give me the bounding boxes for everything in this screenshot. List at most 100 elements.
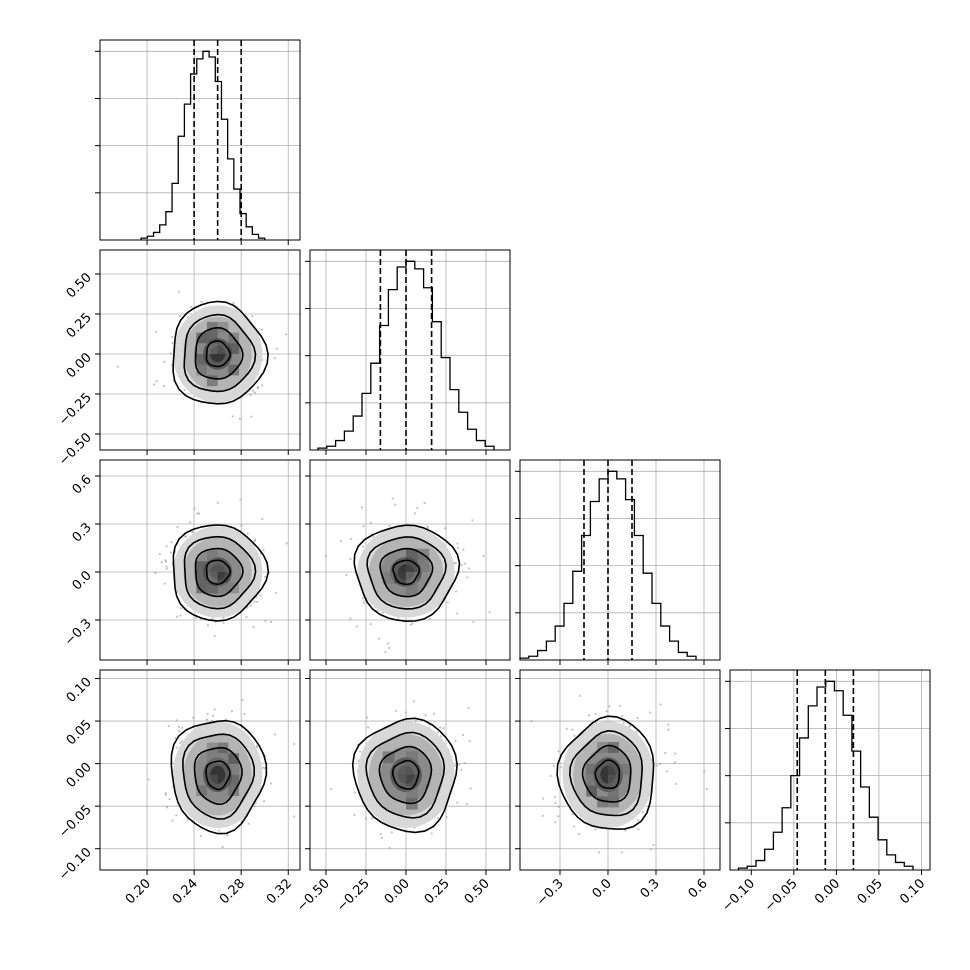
density-cell [228, 774, 240, 786]
scatter-point [168, 798, 171, 801]
scatter-point [703, 770, 706, 773]
y-tick-label-p4: 0.05 [64, 717, 95, 748]
x-tick-label-p2: 0.50 [462, 876, 493, 907]
scatter-point [192, 716, 195, 719]
scatter-point [116, 365, 119, 368]
scatter-point [552, 764, 555, 767]
scatter-point [249, 393, 252, 397]
scatter-point [179, 614, 182, 617]
scatter-point [621, 715, 624, 718]
scatter-point [324, 555, 327, 558]
scatter-point [649, 711, 652, 714]
panel-frame [99, 39, 301, 241]
density-cell [382, 751, 395, 764]
scatter-point [238, 417, 241, 420]
scatter-point [620, 851, 623, 854]
scatter-point [179, 741, 182, 744]
scatter-point [247, 822, 250, 825]
density-cell [406, 786, 418, 798]
scatter-point [673, 761, 677, 764]
scatter-point [594, 712, 597, 716]
scatter-point [553, 795, 557, 799]
density-cell [586, 774, 598, 786]
density-cell [196, 332, 207, 344]
scatter-point [624, 829, 627, 832]
scatter-point [226, 833, 229, 837]
scatter-point [436, 731, 439, 734]
scatter-point [172, 762, 175, 765]
scatter-point [656, 764, 659, 767]
scatter-point [456, 612, 459, 615]
scatter-point [705, 787, 708, 791]
y-tick-label-p3: 0.3 [70, 520, 95, 545]
scatter-point [460, 564, 463, 567]
scatter-point [372, 535, 375, 538]
density-cell [196, 572, 207, 583]
scatter-point [360, 506, 363, 509]
density-panel-p1-p2 [95, 249, 301, 455]
x-tick-label-p3: 0.3 [638, 876, 663, 901]
density-cell [217, 343, 229, 354]
scatter-point [216, 501, 219, 504]
histogram-panel-p2 [305, 249, 511, 455]
density-cell [206, 561, 218, 572]
scatter-point [445, 815, 448, 819]
scatter-point [409, 623, 412, 626]
density-panel-p1-p4 [95, 669, 301, 875]
scatter-point [366, 726, 370, 729]
scatter-point [472, 620, 475, 623]
scatter-point [256, 386, 259, 389]
contour-2sigma [172, 300, 269, 405]
density-cell [228, 364, 240, 376]
scatter-point [171, 819, 174, 822]
density-cell [206, 375, 218, 387]
scatter-point [355, 625, 358, 628]
scatter-point [412, 700, 416, 703]
density-panel-p1-p3 [95, 459, 301, 665]
scatter-point [467, 567, 470, 570]
scatter-point [377, 637, 381, 640]
scatter-point [255, 745, 258, 748]
scatter-point [387, 646, 391, 650]
density-cell [394, 572, 406, 584]
y-tick-label-p4: 0.10 [64, 675, 95, 706]
scatter-point [571, 728, 574, 731]
scatter-point [577, 832, 581, 835]
scatter-point [636, 716, 639, 720]
density-cell [217, 753, 229, 764]
density-cell [206, 332, 218, 344]
histogram-p1 [140, 50, 266, 240]
contour-1.5sigma [365, 731, 446, 819]
contour-1sigma [581, 744, 632, 803]
contour-0.5sigma [205, 760, 231, 791]
density-cell [206, 753, 218, 764]
x-tick-label-p4: 0.00 [812, 876, 843, 907]
contour-1sigma [193, 746, 243, 806]
density-cell [586, 785, 598, 797]
density-cell [586, 763, 598, 775]
density-panel-p2-p3 [305, 459, 511, 665]
scatter-point [364, 817, 368, 820]
density-cell [608, 741, 619, 753]
scatter-point [231, 415, 234, 418]
scatter-point [469, 787, 472, 790]
histogram-p3 [519, 470, 697, 660]
contour-1sigma [378, 745, 433, 805]
scatter-point [222, 621, 225, 624]
scatter-point [163, 582, 166, 585]
y-tick-label-p4: 0.00 [64, 760, 95, 791]
contour-1.5sigma [183, 313, 257, 393]
scatter-point [177, 290, 181, 293]
scatter-point [273, 357, 276, 360]
density-cell [217, 582, 229, 594]
scatter-point [393, 503, 397, 506]
x-tick-label-p1: 0.24 [170, 876, 201, 907]
scatter-point [462, 548, 465, 551]
scatter-point [635, 730, 638, 734]
scatter-point [241, 698, 244, 701]
density-cell [196, 582, 207, 594]
scatter-point [174, 737, 177, 740]
scatter-point [205, 718, 209, 721]
scatter-point [222, 616, 225, 619]
scatter-point [658, 762, 662, 766]
